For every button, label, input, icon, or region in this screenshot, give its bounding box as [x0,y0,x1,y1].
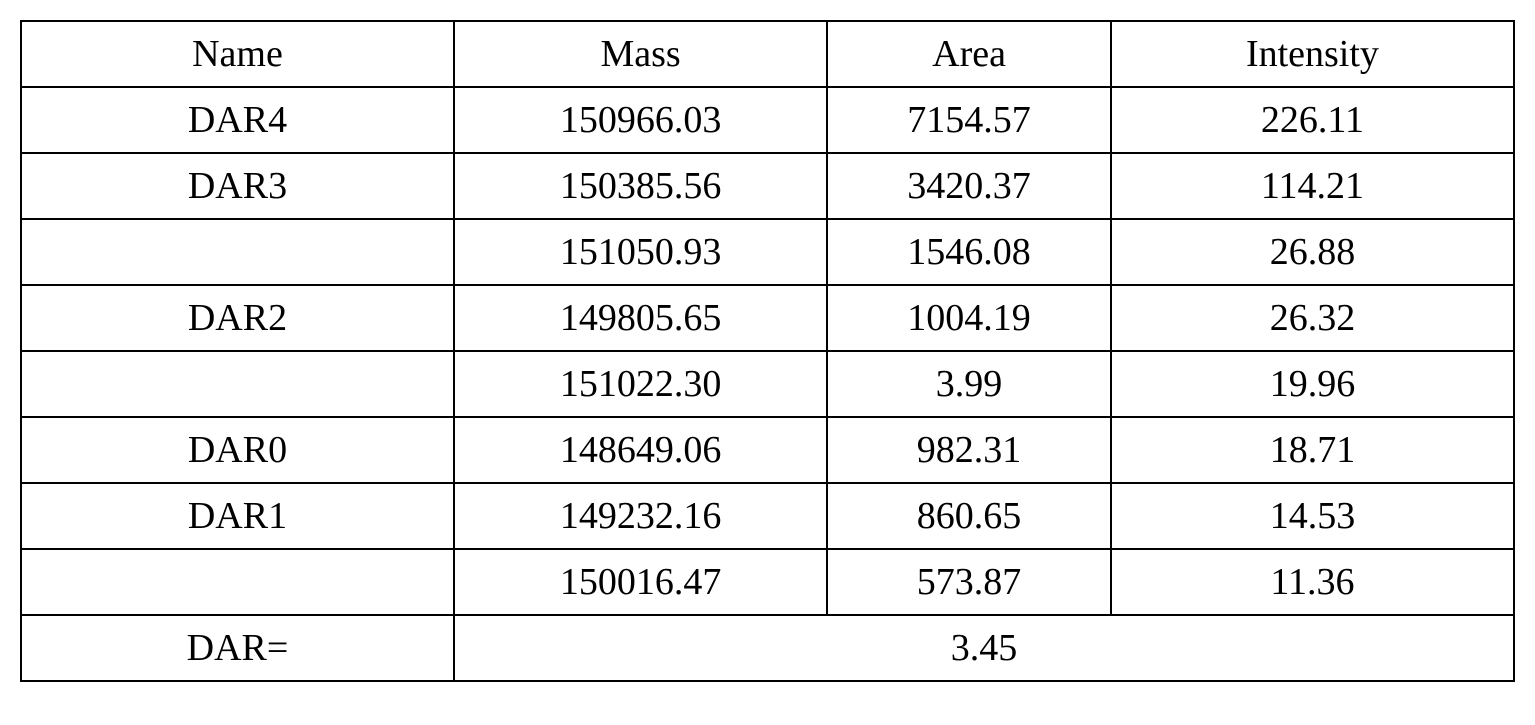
cell-intensity: 19.96 [1111,351,1514,417]
cell-area: 860.65 [827,483,1111,549]
cell-intensity: 26.88 [1111,219,1514,285]
cell-name: DAR2 [21,285,454,351]
cell-name: DAR1 [21,483,454,549]
table-row: DAR0 148649.06 982.31 18.71 [21,417,1514,483]
cell-mass: 151050.93 [454,219,827,285]
cell-mass: 150016.47 [454,549,827,615]
cell-area: 3.99 [827,351,1111,417]
summary-value: 3.45 [454,615,1514,681]
cell-name: DAR3 [21,153,454,219]
cell-mass: 149232.16 [454,483,827,549]
cell-name [21,549,454,615]
cell-mass: 150385.56 [454,153,827,219]
cell-mass: 150966.03 [454,87,827,153]
summary-label: DAR= [21,615,454,681]
cell-intensity: 18.71 [1111,417,1514,483]
cell-mass: 151022.30 [454,351,827,417]
cell-mass: 148649.06 [454,417,827,483]
cell-area: 3420.37 [827,153,1111,219]
cell-area: 573.87 [827,549,1111,615]
table-row: DAR4 150966.03 7154.57 226.11 [21,87,1514,153]
cell-area: 1004.19 [827,285,1111,351]
col-header-area: Area [827,21,1111,87]
table-row: DAR1 149232.16 860.65 14.53 [21,483,1514,549]
cell-intensity: 226.11 [1111,87,1514,153]
table-header-row: Name Mass Area Intensity [21,21,1514,87]
cell-intensity: 14.53 [1111,483,1514,549]
col-header-intensity: Intensity [1111,21,1514,87]
table-row: DAR3 150385.56 3420.37 114.21 [21,153,1514,219]
cell-area: 1546.08 [827,219,1111,285]
cell-name [21,351,454,417]
data-table-wrapper: Name Mass Area Intensity DAR4 150966.03 … [20,20,1515,682]
cell-name: DAR0 [21,417,454,483]
cell-name: DAR4 [21,87,454,153]
table-body: DAR4 150966.03 7154.57 226.11 DAR3 15038… [21,87,1514,681]
data-table: Name Mass Area Intensity DAR4 150966.03 … [20,20,1515,682]
table-summary-row: DAR= 3.45 [21,615,1514,681]
cell-intensity: 11.36 [1111,549,1514,615]
cell-area: 7154.57 [827,87,1111,153]
cell-mass: 149805.65 [454,285,827,351]
col-header-mass: Mass [454,21,827,87]
cell-area: 982.31 [827,417,1111,483]
col-header-name: Name [21,21,454,87]
cell-intensity: 26.32 [1111,285,1514,351]
table-row: DAR2 149805.65 1004.19 26.32 [21,285,1514,351]
table-row: 151050.93 1546.08 26.88 [21,219,1514,285]
cell-intensity: 114.21 [1111,153,1514,219]
table-row: 150016.47 573.87 11.36 [21,549,1514,615]
cell-name [21,219,454,285]
table-row: 151022.30 3.99 19.96 [21,351,1514,417]
